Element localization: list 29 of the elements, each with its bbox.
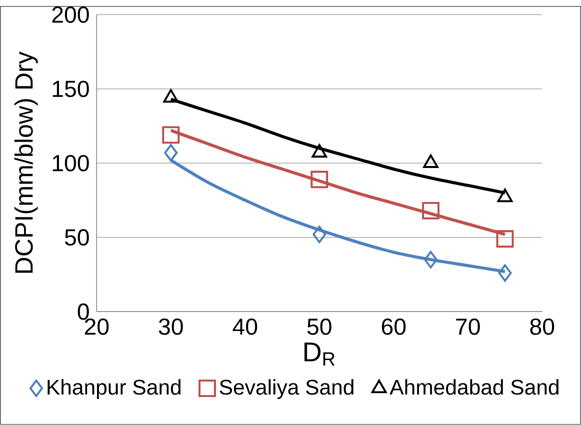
x-tick-label: 60 — [382, 318, 406, 335]
point — [498, 264, 512, 282]
point — [424, 251, 438, 268]
point — [497, 188, 513, 202]
point — [496, 230, 514, 248]
x-tick-label: 80 — [530, 318, 554, 335]
x-tick-label: 50 — [307, 318, 332, 335]
y-tick-label: 200 — [52, 6, 89, 23]
point — [423, 154, 438, 168]
y-axis-title: DCPI(mm/blow) Dry — [14, 52, 38, 273]
x-tick-label: 20 — [84, 318, 109, 335]
point — [310, 170, 328, 188]
x-axis-title: D$_{R}$ — [304, 342, 335, 366]
point — [162, 126, 180, 144]
y-tick-label: 100 — [52, 155, 89, 172]
legend-label: Sevaliya Sand — [220, 379, 354, 400]
y-tick-label: 150 — [52, 80, 89, 98]
legend-label: Khanpur Sand — [48, 379, 180, 400]
x-tick-label: 30 — [158, 318, 183, 335]
x-tick-label: 40 — [232, 318, 258, 335]
y-tick-label: 50 — [64, 229, 89, 246]
y-tick-label: 0 — [78, 304, 89, 320]
point — [422, 202, 440, 220]
point — [163, 89, 179, 103]
point — [312, 226, 326, 244]
point — [164, 144, 178, 162]
legend-label: Ahmedabad Sand — [390, 379, 558, 395]
point — [312, 144, 328, 158]
x-tick-label: 70 — [456, 318, 480, 335]
